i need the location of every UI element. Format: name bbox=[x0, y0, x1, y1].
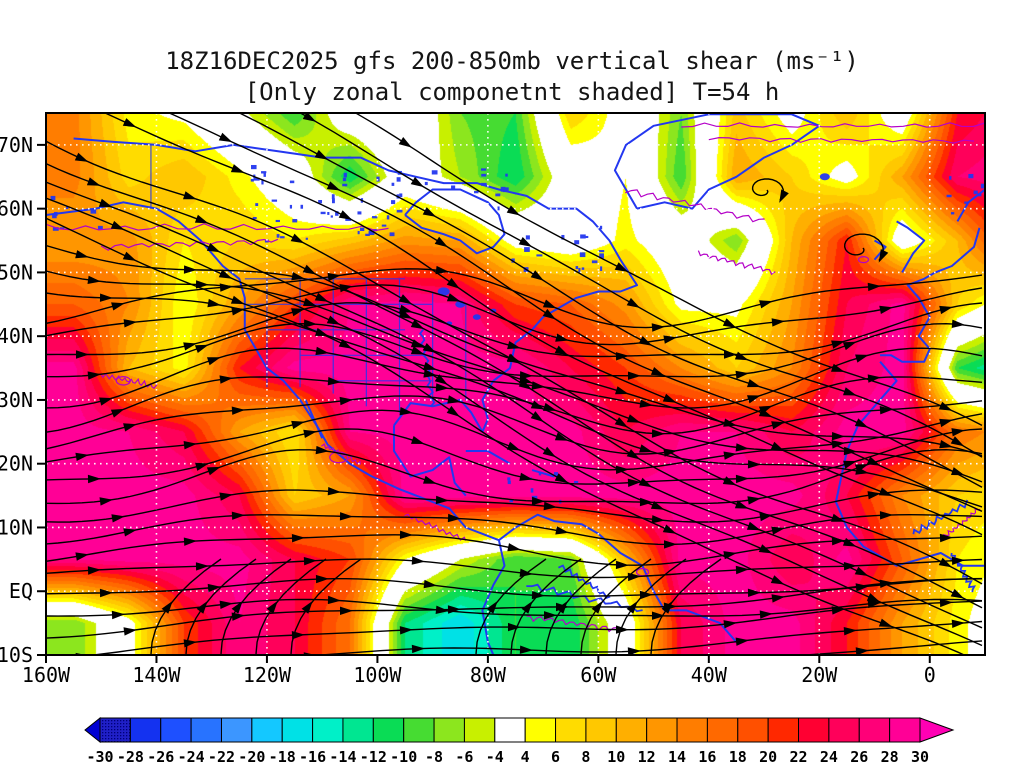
colorbar-segment bbox=[676, 717, 708, 743]
colorbar-segment bbox=[798, 717, 830, 743]
colorbar-tick-label: 18 bbox=[729, 748, 747, 766]
x-tick-label: 160W bbox=[22, 663, 71, 687]
colorbar-tick-label: -30 bbox=[86, 748, 113, 766]
chart-title: 18Z16DEC2025 gfs 200-850mb vertical shea… bbox=[165, 47, 859, 75]
political-borders bbox=[150, 144, 467, 413]
colorbar-tick-label: -4 bbox=[486, 748, 504, 766]
x-tick-label: 120W bbox=[243, 663, 292, 687]
colorbar-segment bbox=[858, 717, 891, 743]
x-tick-label: 0 bbox=[924, 663, 936, 687]
lakes bbox=[50, 164, 985, 504]
map-border bbox=[45, 112, 986, 656]
colorbar-tick-label: -20 bbox=[238, 748, 265, 766]
colorbar: -30 -28 -26 -24 -22 -20 -18 -16 -14 -12 -10 -8 -6 -4 4… bbox=[84, 716, 955, 766]
colorbar-tick-label: -8 bbox=[425, 748, 443, 766]
y-tick-label: 60N bbox=[0, 197, 33, 221]
colorbar-segment bbox=[555, 717, 587, 743]
colorbar-segment bbox=[220, 717, 253, 743]
y-tick-label: 10S bbox=[0, 643, 33, 667]
colorbar-segment bbox=[524, 717, 557, 743]
colorbar-segment bbox=[767, 717, 800, 743]
colorbar-left-arrow bbox=[84, 716, 101, 744]
colorbar-tick-label: 24 bbox=[820, 748, 838, 766]
colorbar-tick-label: 12 bbox=[638, 748, 656, 766]
x-tick-label: 20W bbox=[801, 663, 838, 687]
colorbar-tick-label: 10 bbox=[607, 748, 625, 766]
x-tick-label: 100W bbox=[353, 663, 402, 687]
streamline-arrows bbox=[74, 113, 965, 655]
colorbar-tick-label: -12 bbox=[360, 748, 387, 766]
colorbar-segment bbox=[342, 717, 374, 743]
y-tick-label: 30N bbox=[0, 388, 33, 412]
y-tick-label: 70N bbox=[0, 133, 33, 157]
colorbar-segment bbox=[160, 717, 192, 743]
colorbar-segment bbox=[129, 717, 162, 743]
colorbar-segment bbox=[312, 717, 344, 743]
colorbar-segment bbox=[251, 717, 283, 743]
y-tick-label: 10N bbox=[0, 515, 33, 539]
colorbar-segment bbox=[706, 717, 739, 743]
colorbar-tick-label: -26 bbox=[147, 748, 174, 766]
colorbar-tick-label: -24 bbox=[178, 748, 205, 766]
colorbar-tick-label: -18 bbox=[269, 748, 296, 766]
colorbar-tick-label: -22 bbox=[208, 748, 235, 766]
colorbar-segment bbox=[646, 717, 678, 743]
colorbar-segment bbox=[615, 717, 648, 743]
colorbar-segment bbox=[737, 717, 769, 743]
colorbar-tick-label: 14 bbox=[668, 748, 686, 766]
colorbar-tick-label: 22 bbox=[789, 748, 807, 766]
chart-subtitle: [Only zonal componetnt shaded] T=54 h bbox=[244, 78, 780, 106]
colorbar-tick-label: -6 bbox=[455, 748, 473, 766]
colorbar-segment bbox=[828, 717, 860, 743]
colorbar-segment bbox=[433, 717, 465, 743]
colorbar-tick-label: 6 bbox=[551, 748, 560, 766]
colorbar-right-arrow bbox=[919, 717, 955, 743]
axes: 160W 140W 120W 100W 80W 60W 40W 20W 0 70N 60N 50N 40… bbox=[0, 112, 986, 687]
colorbar-tick-label: -16 bbox=[299, 748, 326, 766]
colorbar-tick-label: 26 bbox=[850, 748, 868, 766]
colorbar-tick-label: 30 bbox=[911, 748, 929, 766]
x-tick-label: 60W bbox=[580, 663, 617, 687]
map-content bbox=[46, 113, 985, 655]
colorbar-tick-label: 16 bbox=[698, 748, 716, 766]
colorbar-tick-label: -14 bbox=[329, 748, 356, 766]
colorbar-segment bbox=[494, 717, 526, 743]
y-tick-label: EQ bbox=[9, 579, 33, 603]
y-tick-label: 50N bbox=[0, 260, 33, 284]
colorbar-tick-label: 8 bbox=[581, 748, 590, 766]
title-block: 18Z16DEC2025 gfs 200-850mb vertical shea… bbox=[0, 46, 1024, 108]
x-tick-label: 80W bbox=[470, 663, 507, 687]
colorbar-tick-label: -10 bbox=[390, 748, 417, 766]
x-tick-label: 140W bbox=[132, 663, 181, 687]
colorbar-tick-label: -28 bbox=[117, 748, 144, 766]
colorbar-segment bbox=[585, 717, 617, 743]
colorbar-segment bbox=[403, 717, 435, 743]
colorbar-segment bbox=[372, 717, 405, 743]
colorbar-segment bbox=[463, 717, 496, 743]
colorbar-tick-label: 28 bbox=[881, 748, 899, 766]
x-tick-label: 40W bbox=[691, 663, 728, 687]
colorbar-segment bbox=[190, 717, 222, 743]
colorbar-tick-label: 4 bbox=[521, 748, 530, 766]
y-tick-label: 20N bbox=[0, 452, 33, 476]
colorbar-segment bbox=[281, 717, 314, 743]
colorbar-tick-label: 20 bbox=[759, 748, 777, 766]
y-tick-label: 40N bbox=[0, 324, 33, 348]
colorbar-segment bbox=[99, 717, 131, 743]
colorbar-segment bbox=[889, 717, 921, 743]
